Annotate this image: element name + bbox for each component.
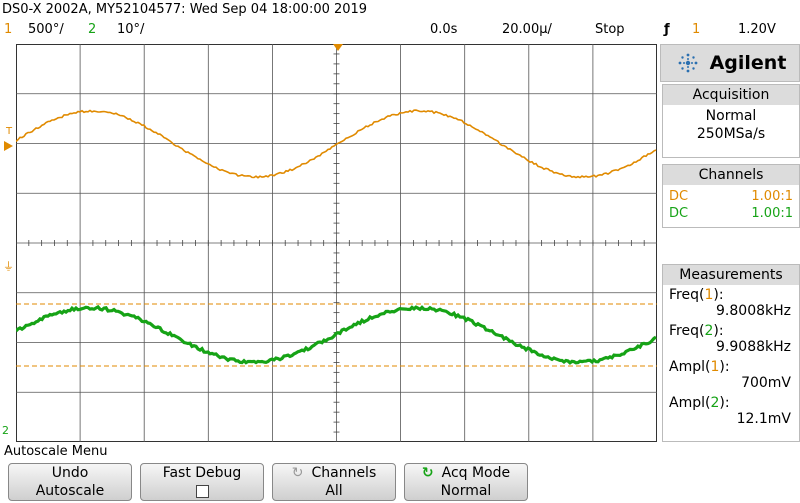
softkey-label-row: ↻ Channels <box>273 464 395 482</box>
channel-coupling: DC <box>669 189 688 204</box>
brand-name: Agilent <box>710 52 787 74</box>
measurement-value: 700mV <box>663 375 799 393</box>
undo-autoscale-button[interactable]: Undo Autoscale <box>8 463 132 501</box>
window-title: DS0-X 2002A, MY52104577: Wed Sep 04 18:0… <box>2 2 367 17</box>
brand-logo: Agilent <box>660 44 800 82</box>
measurement-label: Ampl(1): <box>663 357 799 375</box>
ch2-number[interactable]: 2 <box>88 22 96 37</box>
softkey-sublabel: Autoscale <box>9 482 131 500</box>
channel-probe: 1.00:1 <box>751 206 793 221</box>
ch1-offset-marker[interactable]: ⏚ <box>3 258 14 274</box>
timebase[interactable]: 20.00µ/ <box>502 22 552 37</box>
ch2-scale[interactable]: 10°/ <box>117 22 144 37</box>
measurement-label: Freq(1): <box>663 285 799 303</box>
fast-debug-button[interactable]: Fast Debug <box>140 463 264 501</box>
softkey-menu-title: Autoscale Menu <box>4 444 108 459</box>
ch2-ground-marker[interactable]: 2 <box>2 424 9 437</box>
acq-mode-button[interactable]: ↻ Acq Mode Normal <box>404 463 528 501</box>
channels-heading: Channels <box>663 165 799 185</box>
softkey-label-row: ↻ Acq Mode <box>405 464 527 482</box>
measurement-value: 9.9088kHz <box>663 339 799 357</box>
waveform-graticule <box>16 44 657 442</box>
run-state[interactable]: Stop <box>595 22 625 37</box>
channel-row-2: DC 1.00:1 <box>663 205 799 222</box>
measurement-label: Freq(2): <box>663 321 799 339</box>
channels-panel[interactable]: Channels DC 1.00:1 DC 1.00:1 <box>662 164 800 228</box>
ch1-trigger-marker[interactable]: T <box>6 126 12 137</box>
ch2-waveform <box>16 307 656 363</box>
trigger-level[interactable]: 1.20V <box>738 22 776 37</box>
channel-row-1: DC 1.00:1 <box>663 188 799 205</box>
waveform-display[interactable] <box>16 44 657 442</box>
channels-button[interactable]: ↻ Channels All <box>272 463 396 501</box>
sample-rate: 250MSa/s <box>663 126 799 142</box>
measurement-label: Ampl(2): <box>663 393 799 411</box>
trigger-position-marker[interactable] <box>333 44 343 51</box>
softkey-sublabel: All <box>273 482 395 500</box>
measurement-value: 12.1mV <box>663 411 799 429</box>
rotate-knob-icon: ↻ <box>422 465 434 481</box>
softkey-label: Fast Debug <box>141 464 263 482</box>
channel-coupling: DC <box>669 206 688 221</box>
measurements-heading: Measurements <box>663 265 799 285</box>
horizontal-delay[interactable]: 0.0s <box>430 22 457 37</box>
trigger-source[interactable]: 1 <box>692 22 700 37</box>
ch1-number[interactable]: 1 <box>4 22 12 37</box>
measurements-panel[interactable]: Measurements Freq(1): 9.8008kHz Freq(2):… <box>662 264 800 442</box>
agilent-spark-icon <box>674 51 702 75</box>
acquisition-mode: Normal <box>663 108 799 124</box>
acquisition-heading: Acquisition <box>663 85 799 105</box>
rotate-knob-icon: ↻ <box>292 465 304 481</box>
rising-edge-icon: ƒ <box>664 22 670 37</box>
fast-debug-checkbox[interactable] <box>196 485 209 498</box>
acquisition-panel[interactable]: Acquisition Normal 250MSa/s <box>662 84 800 158</box>
measurement-value: 9.8008kHz <box>663 303 799 321</box>
channel-probe: 1.00:1 <box>751 189 793 204</box>
ch1-ground-marker[interactable] <box>4 141 13 151</box>
softkey-label: Undo <box>9 464 131 482</box>
ch1-scale[interactable]: 500°/ <box>28 22 64 37</box>
softkey-sublabel: Normal <box>405 482 527 500</box>
